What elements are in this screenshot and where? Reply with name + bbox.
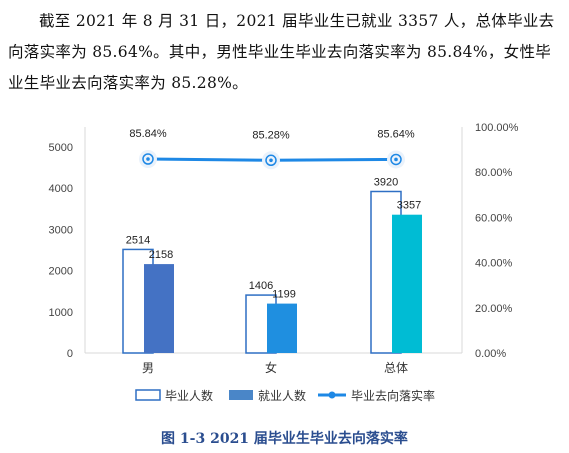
y2-tick-label: 100.00% [475, 122, 519, 134]
rate-marker-dot [269, 158, 273, 163]
legend-swatch-graduates [135, 389, 161, 401]
bar-employed-label: 1199 [272, 289, 296, 301]
legend-label-employed: 就业人数 [258, 388, 306, 403]
bar-employed [267, 303, 297, 353]
y2-tick-label: 20.00% [475, 303, 513, 315]
y-tick-label: 4000 [49, 183, 73, 195]
rate-point-label: 85.84% [129, 128, 167, 140]
y-tick-label: 5000 [49, 142, 73, 154]
y-tick-label: 3000 [49, 224, 73, 236]
figure-caption: 图 1-3 2021 届毕业生毕业去向落实率 [161, 431, 408, 447]
y-tick-label: 1000 [49, 307, 73, 319]
rate-marker [265, 154, 277, 167]
y2-tick-label: 80.00% [475, 167, 513, 179]
rate-point-label: 85.64% [377, 128, 415, 140]
legend-label-rate: 毕业去向落实率 [351, 388, 435, 403]
x-tick-label: 总体 [384, 361, 408, 375]
chart-canvas: 0 1000 2000 3000 4000 5000 0.00% 20.00% 40.00% 60… [49, 122, 519, 403]
y2-tick-label: 0.00% [475, 348, 506, 360]
bar-graduates-label: 3920 [374, 176, 398, 188]
bar-employed [144, 264, 174, 353]
y-tick-label: 0 [67, 348, 73, 360]
y2-tick-label: 40.00% [475, 258, 513, 270]
rate-marker-dot [394, 157, 398, 162]
y-tick-label: 2000 [49, 266, 73, 278]
rate-point-label: 85.28% [252, 129, 290, 141]
rate-marker [390, 153, 402, 166]
rate-marker-dot [146, 157, 150, 161]
legend-swatch-employed [229, 390, 253, 400]
bar-employed-label: 2158 [149, 249, 173, 261]
rate-marker [142, 153, 154, 165]
legend-swatch-rate-marker [328, 391, 336, 399]
bar-graduates-label: 1406 [249, 280, 273, 292]
x-tick-label: 女 [265, 360, 277, 375]
y2-tick-label: 60.00% [475, 212, 513, 224]
intro-paragraph: 截至 2021 年 8 月 31 日，2021 届毕业生已就业 3357 人，总… [8, 12, 555, 92]
bar-employed [392, 214, 422, 353]
legend-label-graduates: 毕业人数 [165, 388, 213, 403]
bar-graduates-label: 2514 [126, 234, 150, 246]
bar-employed-label: 3357 [397, 200, 421, 212]
x-tick-label: 男 [142, 361, 154, 375]
